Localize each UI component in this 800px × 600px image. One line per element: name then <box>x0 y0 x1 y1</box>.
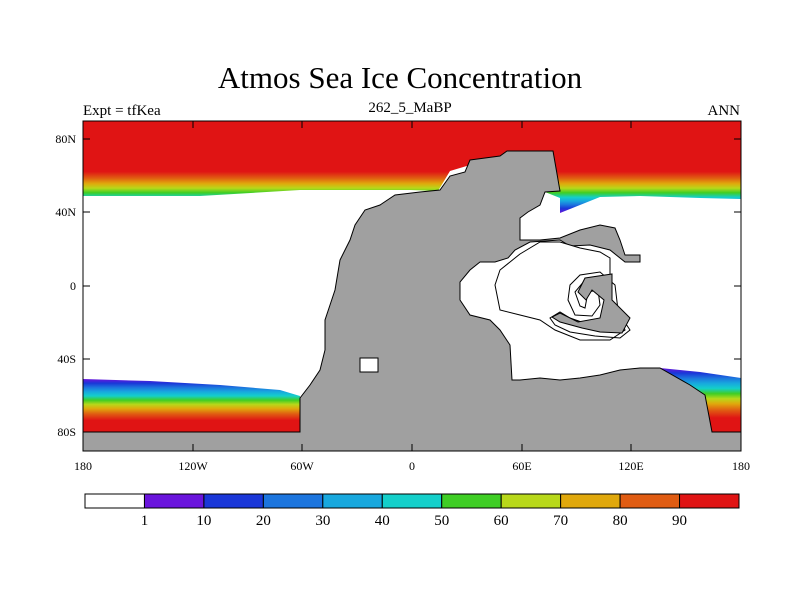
colorbar-label: 10 <box>196 513 211 529</box>
colorbar-swatch <box>84 493 145 509</box>
x-tick-label: 120E <box>618 459 643 473</box>
x-tick-labels: 180 120W 60W 0 60E 120E 180 <box>74 459 750 473</box>
x-tick-label: 0 <box>409 459 415 473</box>
season-label: ANN <box>707 103 741 119</box>
colorbar-label: 40 <box>375 513 390 529</box>
plot-subtitle: 262_5_MaBP <box>368 100 452 116</box>
colorbar <box>84 493 740 509</box>
colorbar-swatch <box>560 493 621 509</box>
y-axis <box>83 138 741 433</box>
colorbar-label: 70 <box>553 513 568 529</box>
colorbar-label: 60 <box>494 513 509 529</box>
x-tick-label: 120W <box>178 459 208 473</box>
colorbar-label: 80 <box>613 513 628 529</box>
colorbar-label: 1 <box>141 513 149 529</box>
map-panel <box>82 121 742 452</box>
sh-sea-ice <box>83 379 300 432</box>
colorbar-swatch <box>679 493 740 509</box>
x-tick-label: 60E <box>512 459 531 473</box>
plot-title: Atmos Sea Ice Concentration <box>217 60 583 95</box>
y-tick-label: 80N <box>55 132 76 146</box>
colorbar-swatch <box>500 493 562 509</box>
cimmerian-island <box>550 273 631 334</box>
colorbar-swatch <box>203 493 264 509</box>
colorbar-swatch <box>381 493 443 509</box>
y-tick-label: 0 <box>70 279 76 293</box>
y-tick-label: 80S <box>57 425 76 439</box>
x-tick-label: 60W <box>290 459 314 473</box>
sh-sea-ice-east <box>660 368 741 432</box>
colorbar-labels: 1 10 20 30 40 50 60 70 80 90 <box>141 513 687 529</box>
y-tick-label: 40N <box>55 205 76 219</box>
colorbar-label: 90 <box>672 513 687 529</box>
colorbar-swatch <box>619 493 681 509</box>
y-tick-label: 40S <box>57 352 76 366</box>
x-tick-label: 180 <box>732 459 750 473</box>
pangaea-landmass <box>82 150 742 452</box>
colorbar-label: 50 <box>434 513 449 529</box>
colorbar-swatch <box>143 493 205 509</box>
y-tick-labels: 80N 40N 0 40S 80S <box>55 132 76 439</box>
experiment-label: Expt = tfKea <box>83 103 161 119</box>
colorbar-label: 20 <box>256 513 271 529</box>
colorbar-swatch <box>322 493 383 509</box>
x-tick-label: 180 <box>74 459 92 473</box>
x-axis <box>82 121 742 451</box>
inland-lake <box>359 357 379 373</box>
colorbar-swatch <box>441 493 502 509</box>
colorbar-swatch <box>262 493 324 509</box>
nh-sea-ice <box>83 121 741 213</box>
colorbar-label: 30 <box>315 513 330 529</box>
